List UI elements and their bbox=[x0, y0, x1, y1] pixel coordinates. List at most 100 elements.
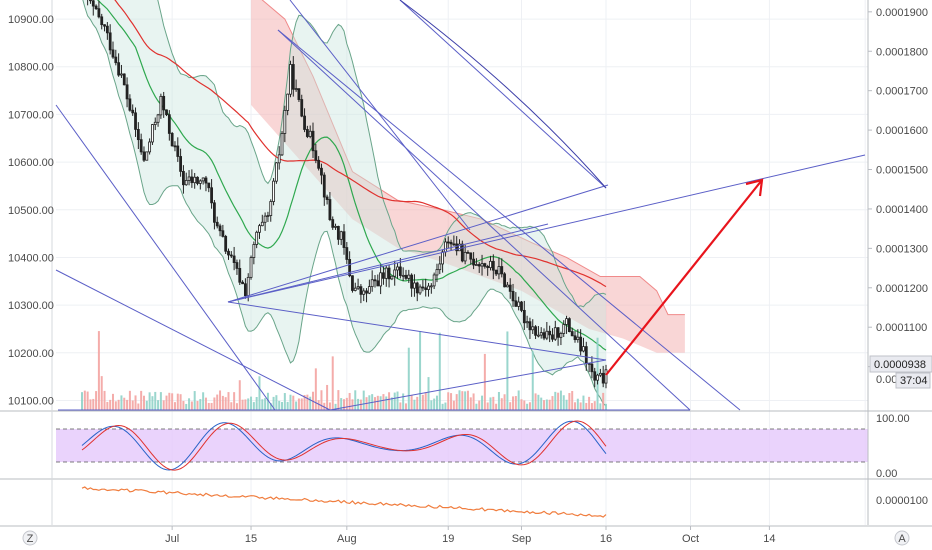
candle bbox=[489, 260, 492, 269]
candle bbox=[362, 290, 366, 295]
candle bbox=[511, 290, 515, 302]
volume-bar bbox=[275, 395, 278, 410]
volume-bar bbox=[314, 368, 317, 410]
volume-bar bbox=[424, 392, 427, 410]
candle bbox=[277, 154, 281, 164]
left-tick-label: 10800.00 bbox=[8, 62, 54, 74]
trend-line bbox=[277, 29, 741, 411]
volume-bar bbox=[489, 397, 492, 410]
volume-bar bbox=[354, 390, 357, 410]
volume-bar bbox=[258, 376, 261, 410]
candle bbox=[311, 130, 315, 152]
volume-bar bbox=[554, 391, 557, 410]
candle bbox=[401, 274, 405, 277]
candle bbox=[562, 324, 566, 334]
volume-bar bbox=[599, 403, 602, 410]
candle bbox=[604, 369, 608, 384]
volume-bar bbox=[393, 392, 396, 410]
volume-bar bbox=[250, 396, 253, 410]
candle bbox=[528, 321, 532, 331]
volume-bar bbox=[328, 402, 331, 410]
candle bbox=[272, 180, 275, 202]
right-tick-label: 0.0001200 bbox=[876, 283, 928, 295]
candle bbox=[274, 162, 278, 182]
stoch-tick-label: 0.00 bbox=[876, 468, 897, 480]
candle bbox=[342, 231, 346, 248]
volume-bar bbox=[416, 396, 419, 410]
candle bbox=[176, 145, 180, 157]
candle bbox=[328, 199, 332, 220]
candle bbox=[435, 269, 439, 276]
volume-bar bbox=[557, 392, 560, 410]
volume-bar bbox=[81, 392, 83, 410]
volume-bar bbox=[162, 400, 165, 410]
volume-bar bbox=[154, 391, 157, 410]
volume-bar bbox=[100, 376, 103, 410]
candle bbox=[370, 279, 374, 288]
volume-bar bbox=[551, 396, 554, 410]
candle bbox=[227, 250, 230, 256]
volume-bar bbox=[252, 402, 255, 410]
volume-bar bbox=[219, 390, 222, 410]
volume-bar bbox=[526, 403, 529, 410]
volume-bar bbox=[117, 399, 120, 410]
volume-bar bbox=[574, 402, 577, 410]
candles bbox=[87, 0, 608, 389]
stochastic-pane bbox=[56, 420, 868, 471]
volume-bar bbox=[602, 392, 605, 410]
volume-bar bbox=[264, 398, 267, 410]
volume-bar bbox=[399, 402, 402, 410]
candle bbox=[475, 264, 478, 266]
candle bbox=[384, 267, 388, 279]
volume-bars bbox=[81, 331, 607, 410]
candle bbox=[567, 318, 571, 332]
volume-bar bbox=[402, 393, 405, 410]
volume-bar bbox=[562, 395, 565, 410]
volume-bar bbox=[120, 395, 123, 410]
candle bbox=[486, 265, 490, 269]
volume-bar bbox=[455, 394, 458, 410]
x-tick-label: 14 bbox=[763, 533, 775, 545]
volume-bar bbox=[261, 399, 264, 410]
candle bbox=[201, 177, 205, 182]
volume-bar bbox=[458, 390, 461, 410]
candle bbox=[584, 346, 588, 364]
volume-bar bbox=[565, 399, 568, 410]
candle bbox=[570, 331, 574, 337]
candle bbox=[500, 266, 504, 275]
volume-bar bbox=[452, 400, 455, 410]
volume-bar bbox=[579, 402, 582, 410]
volume-bar bbox=[421, 394, 424, 410]
candle bbox=[280, 133, 284, 156]
candle bbox=[590, 363, 594, 373]
candle bbox=[266, 215, 270, 217]
volume-bar bbox=[433, 398, 436, 410]
candle bbox=[367, 286, 371, 294]
volume-bar bbox=[430, 400, 433, 410]
candle bbox=[190, 176, 194, 184]
volume-bar bbox=[326, 384, 329, 410]
candle bbox=[117, 62, 121, 76]
left-tick-label: 10900.00 bbox=[8, 14, 54, 26]
cloud-area bbox=[251, 0, 685, 353]
stoch-tick-label: 100.00 bbox=[876, 413, 910, 425]
trend-line bbox=[227, 184, 609, 303]
volume-bar bbox=[407, 347, 410, 410]
volume-bar bbox=[435, 395, 438, 410]
candle bbox=[553, 327, 557, 340]
right-tick-label: 0.0001600 bbox=[876, 125, 928, 137]
volume-bar bbox=[188, 398, 191, 410]
right-tick-label: 0.0001700 bbox=[876, 86, 928, 98]
volume-bar bbox=[362, 390, 365, 410]
volume-bar bbox=[605, 403, 607, 410]
candle bbox=[477, 264, 481, 267]
volume-bar bbox=[151, 396, 154, 410]
arrow-shaft bbox=[605, 179, 763, 376]
volume-bar bbox=[137, 403, 140, 410]
candle bbox=[128, 98, 132, 111]
candle bbox=[159, 95, 163, 116]
volume-bar bbox=[590, 403, 593, 410]
volume-bar bbox=[286, 401, 289, 410]
volume-bar bbox=[385, 396, 388, 410]
volume-bar bbox=[114, 401, 117, 410]
